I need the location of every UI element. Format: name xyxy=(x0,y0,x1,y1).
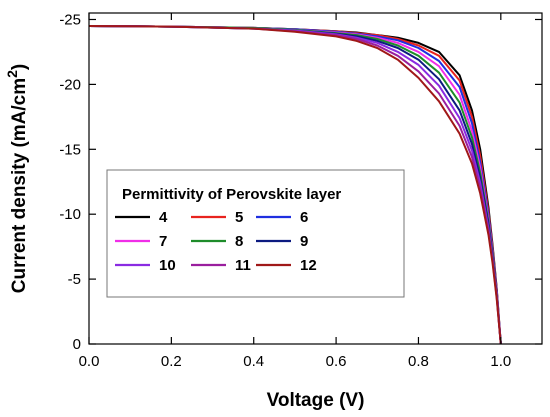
axis-ticks: 0.0 0.2 0.4 0.6 0.8 1.0 -25 -20 -15 -10 -5 0 xyxy=(59,11,542,370)
y-axis-title: Current density (mA/cm2) xyxy=(4,64,30,294)
y-tick-label: -5 xyxy=(68,271,81,288)
legend-label-11: 11 xyxy=(235,257,251,274)
x-axis-title: Voltage (V) xyxy=(267,390,365,411)
x-tick-label: 0.0 xyxy=(79,353,100,370)
series-line-12 xyxy=(88,25,502,345)
x-tick-label: 0.8 xyxy=(408,353,429,370)
legend: Permittivity of Perovskite layer 4 5 6 7 8 9 1… xyxy=(106,169,405,298)
y-tick-label: -20 xyxy=(59,76,81,93)
legend-label-7: 7 xyxy=(159,233,167,250)
y-tick-label: -25 xyxy=(59,11,81,28)
x-tick-label: 0.6 xyxy=(326,353,347,370)
legend-title: Permittivity of Perovskite layer xyxy=(122,186,341,203)
legend-label-10: 10 xyxy=(159,257,176,274)
y-axis-title-main: Current density (mA/cm xyxy=(9,78,30,293)
legend-label-6: 6 xyxy=(300,209,308,226)
legend-label-12: 12 xyxy=(300,257,317,274)
y-axis-title-close: ) xyxy=(9,64,30,70)
y-axis-title-superscript: 2 xyxy=(4,70,20,78)
legend-box xyxy=(106,169,405,298)
curves-layer xyxy=(88,25,502,345)
y-tick-label: 0 xyxy=(73,336,81,353)
y-tick-label: -15 xyxy=(59,141,81,158)
x-tick-label: 0.4 xyxy=(243,353,264,370)
legend-items: 4 5 6 7 8 9 10 11 12 xyxy=(115,209,317,274)
x-tick-label: 0.2 xyxy=(161,353,182,370)
x-tick-label: 1.0 xyxy=(490,353,511,370)
y-tick-label: -10 xyxy=(59,206,81,223)
legend-label-8: 8 xyxy=(235,233,243,250)
legend-label-9: 9 xyxy=(300,233,308,250)
legend-label-5: 5 xyxy=(235,209,243,226)
plot-frame xyxy=(88,12,543,345)
legend-label-4: 4 xyxy=(159,209,168,226)
